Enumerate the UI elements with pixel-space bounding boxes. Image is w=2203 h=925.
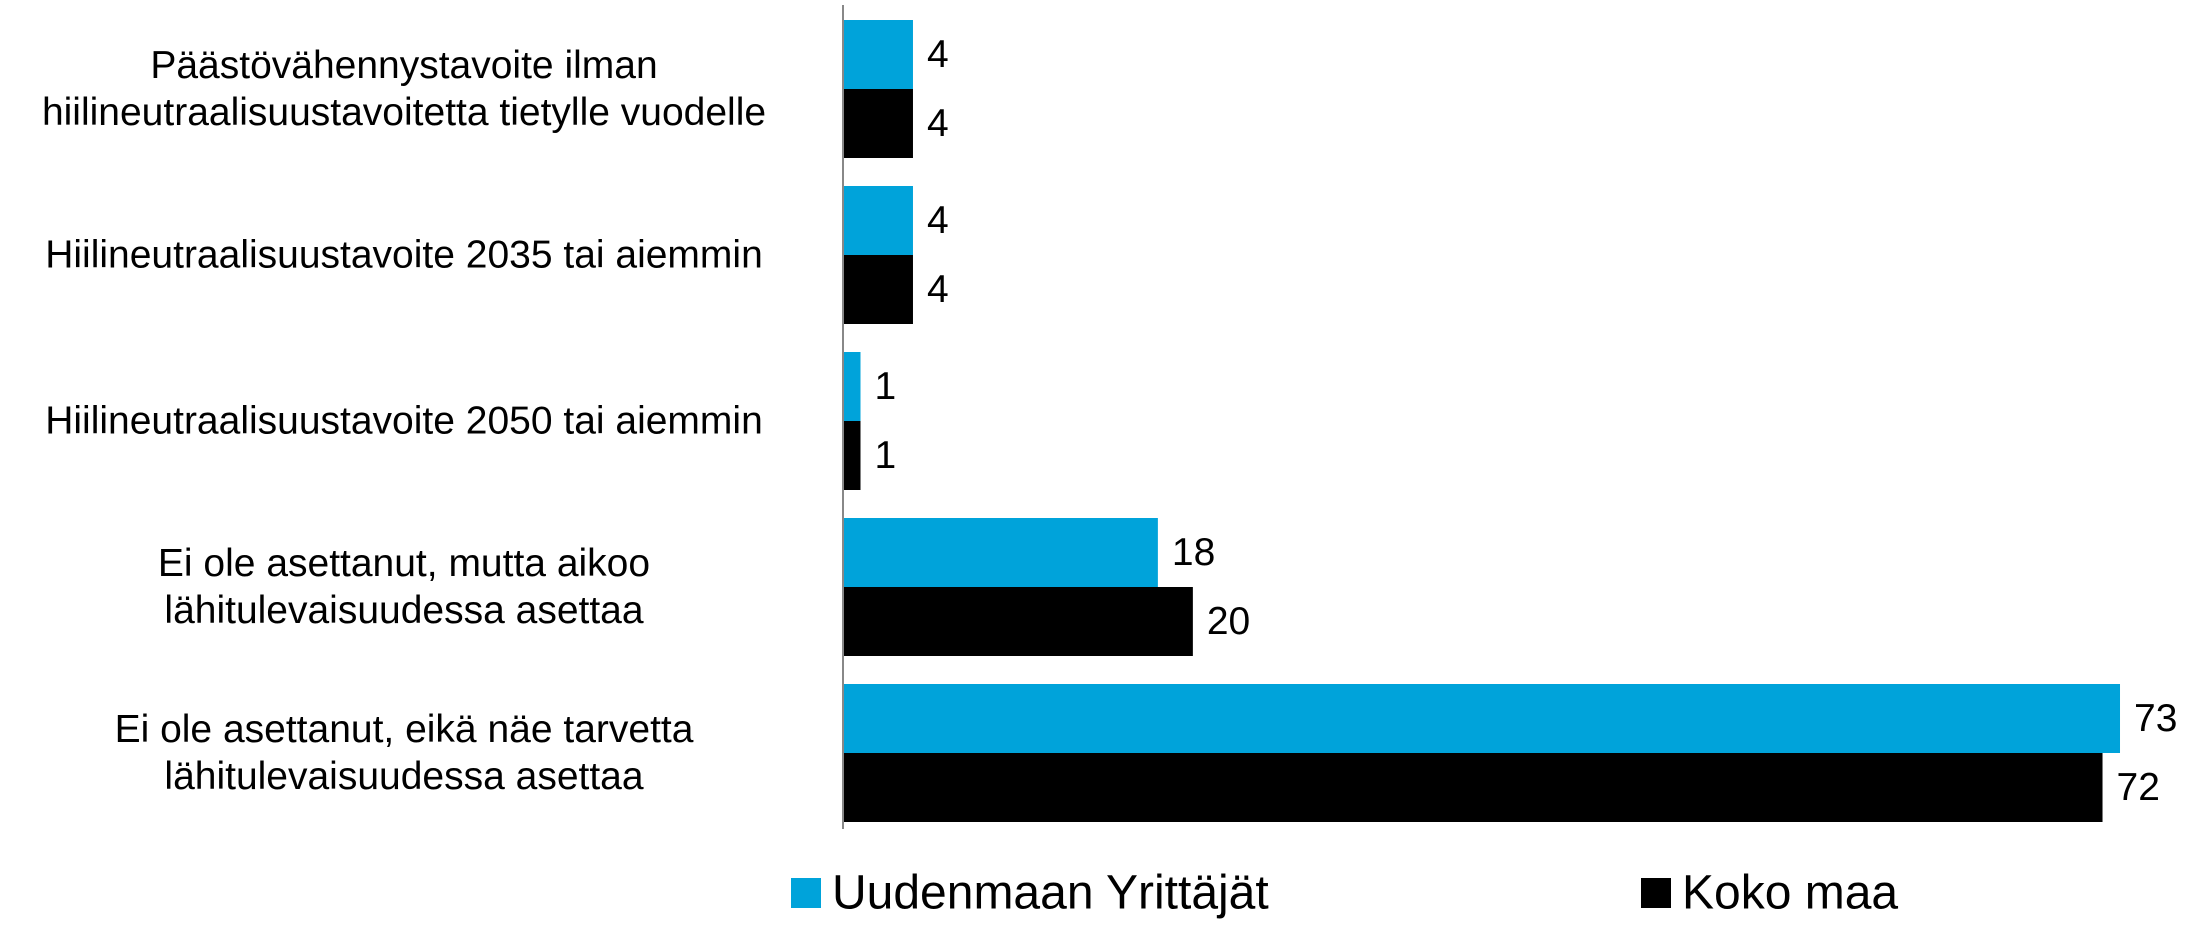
category-label: Ei ole asettanut, mutta aikoo lähituleva… [157,542,651,632]
bar [843,20,913,89]
value-label: 18 [1172,531,1215,574]
legend-swatch [791,878,821,908]
value-label: 4 [927,199,949,242]
value-label: 1 [874,365,896,408]
bar [843,89,913,158]
category-label: Ei ole asettanut, eikä näe tarvetta lähi… [114,708,694,798]
value-label: 4 [927,268,949,311]
value-label: 4 [927,102,949,145]
legend-label: Uudenmaan Yrittäjät [832,867,1269,920]
value-label: 1 [874,434,896,477]
bar [843,684,2121,753]
bar [843,255,913,324]
legend-swatch [1641,878,1671,908]
bar [843,352,861,421]
category-label: Hiilineutraalisuustavoite 2050 tai aiemm… [45,399,763,443]
category-label: Päästövähennystavoite ilman hiilineutraa… [41,44,767,134]
value-label: 4 [927,33,949,76]
bar [843,587,1193,656]
bar [843,518,1158,587]
value-label: 72 [2117,766,2160,809]
value-label: 73 [2134,697,2177,740]
category-label: Hiilineutraalisuustavoite 2035 tai aiemm… [45,233,763,277]
value-label: 20 [1207,600,1250,643]
legend-label: Koko maa [1682,867,1898,920]
bar [843,421,861,490]
bar [843,186,913,255]
bar [843,753,2103,822]
